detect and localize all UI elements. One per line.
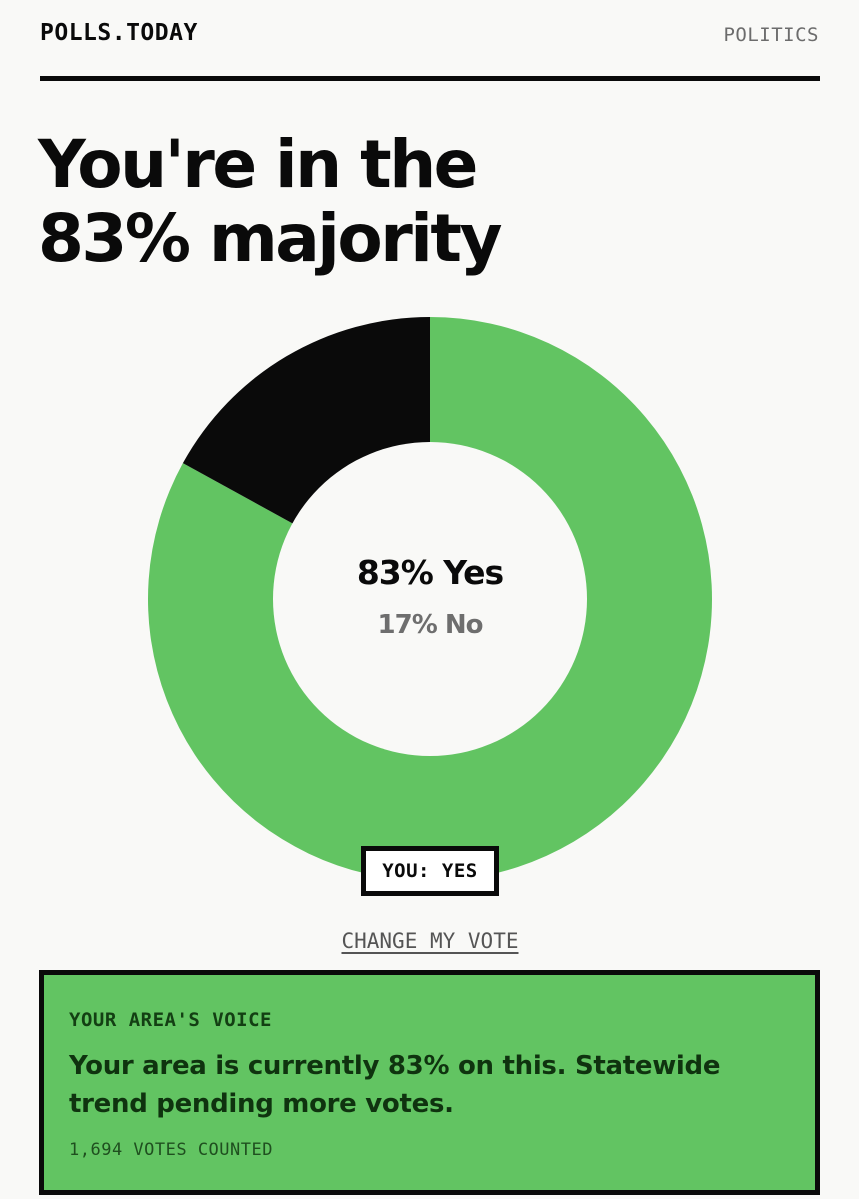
result-no-percent: 17% No [377,610,484,640]
page-title: You're in the 83% majority [38,128,818,276]
title-line-2: 83% majority [38,200,502,277]
donut-hole [273,442,587,756]
result-yes-percent: 83% Yes [356,553,504,592]
brand-logo[interactable]: POLLS.TODAY [40,20,198,46]
section-label[interactable]: POLITICS [723,24,819,46]
votes-counted: 1,694 VOTES COUNTED [69,1140,273,1160]
results-donut-chart [147,317,712,881]
area-card-message: Your area is currently 83% on this. Stat… [69,1051,721,1119]
your-vote-label: YOU: YES [382,860,478,882]
area-card-eyebrow: YOUR AREA'S VOICE [69,1009,272,1031]
your-vote-badge: YOU: YES [361,846,499,896]
area-voice-card: YOUR AREA'S VOICE Your area is currently… [39,970,820,1195]
title-line-1: You're in the [38,126,478,203]
change-vote-link[interactable]: CHANGE MY VOTE [341,929,519,953]
header-divider [40,76,820,81]
